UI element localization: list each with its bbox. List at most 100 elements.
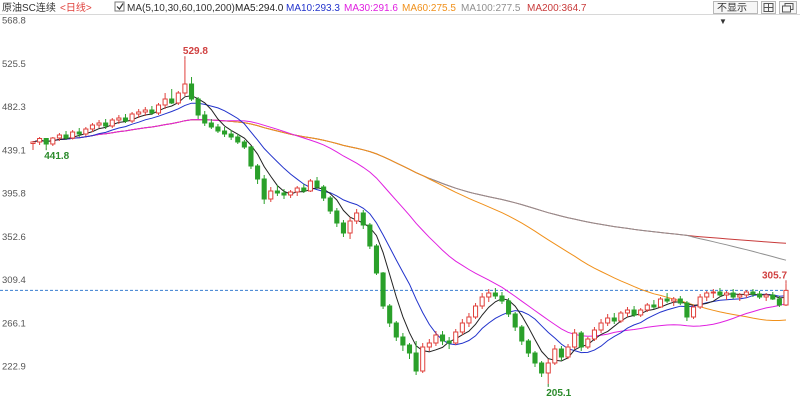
- candle-body: [578, 332, 584, 348]
- candle-body: [453, 331, 459, 344]
- candle-down: [439, 331, 446, 345]
- candle-body: [406, 344, 413, 354]
- check-icon: [116, 3, 124, 10]
- candle-body: [360, 212, 366, 226]
- candle-body: [631, 309, 637, 316]
- candle-body: [373, 245, 380, 274]
- ma5-line: [32, 95, 787, 362]
- moving-average-layer: [32, 95, 787, 362]
- candle-down: [202, 111, 208, 126]
- candle-up: [453, 329, 459, 345]
- candle-down: [525, 339, 531, 357]
- candle-up: [783, 283, 789, 306]
- candle-up: [347, 217, 353, 239]
- candle-down: [506, 298, 512, 317]
- display-toggle-label: 不显示: [717, 3, 747, 14]
- candle-body: [624, 309, 631, 314]
- candle-up: [486, 289, 492, 302]
- candle-up: [37, 137, 43, 145]
- candle-down: [321, 185, 327, 201]
- candle-up: [657, 297, 664, 308]
- ma-params-label: MA(5,10,30,60,100,200): [127, 3, 235, 14]
- candle-body: [638, 309, 644, 316]
- chevron-down-icon: ▼: [719, 17, 727, 26]
- candle-body: [96, 122, 102, 126]
- candle-body: [684, 302, 690, 318]
- candle-body: [169, 98, 175, 104]
- ma100-value: MA100:277.5: [461, 3, 521, 14]
- candle-up: [268, 187, 274, 202]
- period-label[interactable]: <日线>: [60, 1, 92, 14]
- candle-body: [215, 126, 221, 132]
- candle-body: [743, 291, 749, 296]
- candle-down: [750, 289, 756, 297]
- candle-body: [473, 305, 479, 318]
- candle-up: [420, 343, 426, 373]
- candle-body: [539, 362, 545, 374]
- candle-body: [552, 348, 558, 364]
- candle-body: [162, 98, 168, 106]
- candle-body: [30, 141, 36, 144]
- ma-toggle-checkbox[interactable]: [114, 1, 125, 12]
- candle-up: [83, 127, 89, 136]
- candle-body: [182, 83, 188, 94]
- candle-down: [492, 288, 498, 299]
- label-layer: 529.8 441.8 205.1 305.7: [44, 46, 787, 399]
- candle-body: [644, 304, 650, 311]
- expand-button[interactable]: [761, 1, 776, 14]
- candle-body: [281, 192, 287, 196]
- candle-down: [446, 337, 452, 349]
- candle-body: [730, 292, 736, 298]
- candle-up: [56, 133, 62, 141]
- candle-body: [314, 180, 320, 188]
- candle-up: [671, 297, 677, 306]
- display-toggle-dropdown[interactable]: 不显示 ▼: [713, 1, 758, 26]
- candle-up: [116, 115, 122, 124]
- y-tick-label: 568.8: [2, 16, 26, 27]
- candle-body: [585, 338, 591, 348]
- candle-down: [664, 293, 670, 303]
- candle-down: [730, 289, 736, 299]
- candle-down: [274, 185, 280, 196]
- candle-down: [558, 346, 564, 361]
- candle-down: [413, 341, 419, 375]
- candle-down: [301, 184, 307, 193]
- candle-up: [552, 345, 558, 365]
- candle-body: [195, 98, 201, 116]
- candle-up: [426, 339, 432, 351]
- candle-body: [433, 334, 439, 344]
- candle-down: [255, 164, 261, 184]
- candle-down: [611, 313, 617, 324]
- candle-body: [697, 296, 703, 308]
- candle-down: [776, 296, 782, 307]
- candle-body: [393, 322, 399, 338]
- grid-layer: [0, 14, 800, 291]
- candle-down: [149, 106, 155, 115]
- candle-body: [519, 326, 525, 342]
- candle-body: [479, 296, 485, 307]
- candle-body: [50, 137, 56, 145]
- low-price-label: 205.1: [546, 388, 571, 399]
- candle-body: [420, 346, 426, 372]
- candle-body: [439, 334, 446, 342]
- candle-up: [70, 130, 76, 140]
- candle-body: [413, 352, 419, 372]
- ma5-value: MA5:294.0: [235, 3, 284, 14]
- candle-body: [664, 298, 670, 302]
- y-tick-label: 222.9: [2, 362, 26, 373]
- candle-up: [737, 293, 743, 301]
- candle-body: [37, 138, 43, 143]
- candle-down: [215, 124, 221, 133]
- candle-up: [638, 308, 644, 317]
- restore-button[interactable]: [779, 1, 797, 14]
- candle-up: [565, 344, 571, 359]
- candle-body: [347, 220, 353, 234]
- candle-up: [109, 118, 115, 128]
- candle-body: [268, 190, 274, 200]
- y-tick-label: 309.4: [2, 275, 26, 286]
- candle-body: [598, 322, 604, 331]
- candle-body: [572, 332, 578, 348]
- window-restore-icon: [782, 3, 794, 13]
- candle-body: [783, 289, 789, 306]
